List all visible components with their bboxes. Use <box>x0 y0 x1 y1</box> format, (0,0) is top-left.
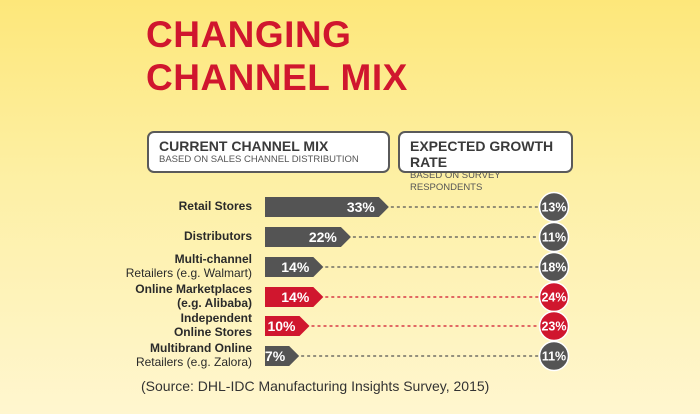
growth-rate-marker <box>538 191 570 223</box>
current-mix-bar <box>265 287 324 307</box>
current-mix-value: 7% <box>265 348 286 364</box>
current-mix-header: CURRENT CHANNEL MIX BASED ON SALES CHANN… <box>147 131 390 173</box>
current-mix-value: 14% <box>281 289 310 305</box>
category-label-line1: Retail Stores <box>178 199 252 213</box>
category-label: Multi-channel Retailers (e.g. Walmart) <box>52 252 252 280</box>
current-mix-value: 14% <box>281 259 310 275</box>
growth-rate-marker <box>538 251 570 283</box>
category-label-line2: Retailers (e.g. Walmart) <box>125 266 252 280</box>
category-label: Retail Stores <box>52 199 252 213</box>
growth-rate-value: 13% <box>541 201 566 215</box>
current-mix-header-title: CURRENT CHANNEL MIX <box>159 138 329 154</box>
current-mix-bar <box>265 346 300 366</box>
category-label-line1: Multi-channel <box>174 252 252 266</box>
category-label-line2: Retailers (e.g. Zalora) <box>135 355 252 369</box>
growth-rate-value: 24% <box>541 291 566 305</box>
current-mix-value: 22% <box>309 229 338 245</box>
current-mix-bar <box>265 197 389 217</box>
category-label: Online Marketplaces (e.g. Alibaba) <box>52 282 252 310</box>
current-mix-bar <box>265 257 324 277</box>
current-mix-bar <box>265 316 310 336</box>
category-label-line1: Multibrand Online <box>150 341 252 355</box>
growth-rate-value: 11% <box>542 350 566 364</box>
current-mix-value: 33% <box>347 199 376 215</box>
growth-rate-marker <box>538 221 570 253</box>
growth-rate-header-title: EXPECTED GROWTH RATE <box>410 138 554 170</box>
growth-rate-marker <box>538 340 570 372</box>
category-label-line1: Distributors <box>183 229 252 243</box>
category-label: Distributors <box>52 229 252 243</box>
title-line-1: CHANGING <box>146 14 352 55</box>
title-line-2: CHANNEL MIX <box>146 57 408 98</box>
category-label: Independent Online Stores <box>52 311 252 339</box>
current-mix-value: 10% <box>267 318 296 334</box>
growth-rate-value: 18% <box>541 261 566 275</box>
growth-rate-header: EXPECTED GROWTH RATE BASED ON SURVEY RES… <box>398 131 573 193</box>
category-label-line1: Online Marketplaces <box>135 282 252 296</box>
category-label-line2: Online Stores <box>173 325 252 339</box>
current-mix-header-subtitle: BASED ON SALES CHANNEL DISTRIBUTION <box>159 154 359 165</box>
category-label-line1: Independent <box>180 311 252 325</box>
current-mix-bar <box>265 227 351 247</box>
category-label-line2: (e.g. Alibaba) <box>177 296 252 310</box>
source-note: (Source: DHL-IDC Manufacturing Insights … <box>141 378 490 394</box>
category-label: Multibrand Online Retailers (e.g. Zalora) <box>52 341 252 369</box>
growth-rate-value: 23% <box>541 320 566 334</box>
growth-rate-marker <box>538 310 570 342</box>
growth-rate-header-subtitle: BASED ON SURVEY RESPONDENTS <box>410 170 501 193</box>
growth-rate-value: 11% <box>542 231 566 245</box>
